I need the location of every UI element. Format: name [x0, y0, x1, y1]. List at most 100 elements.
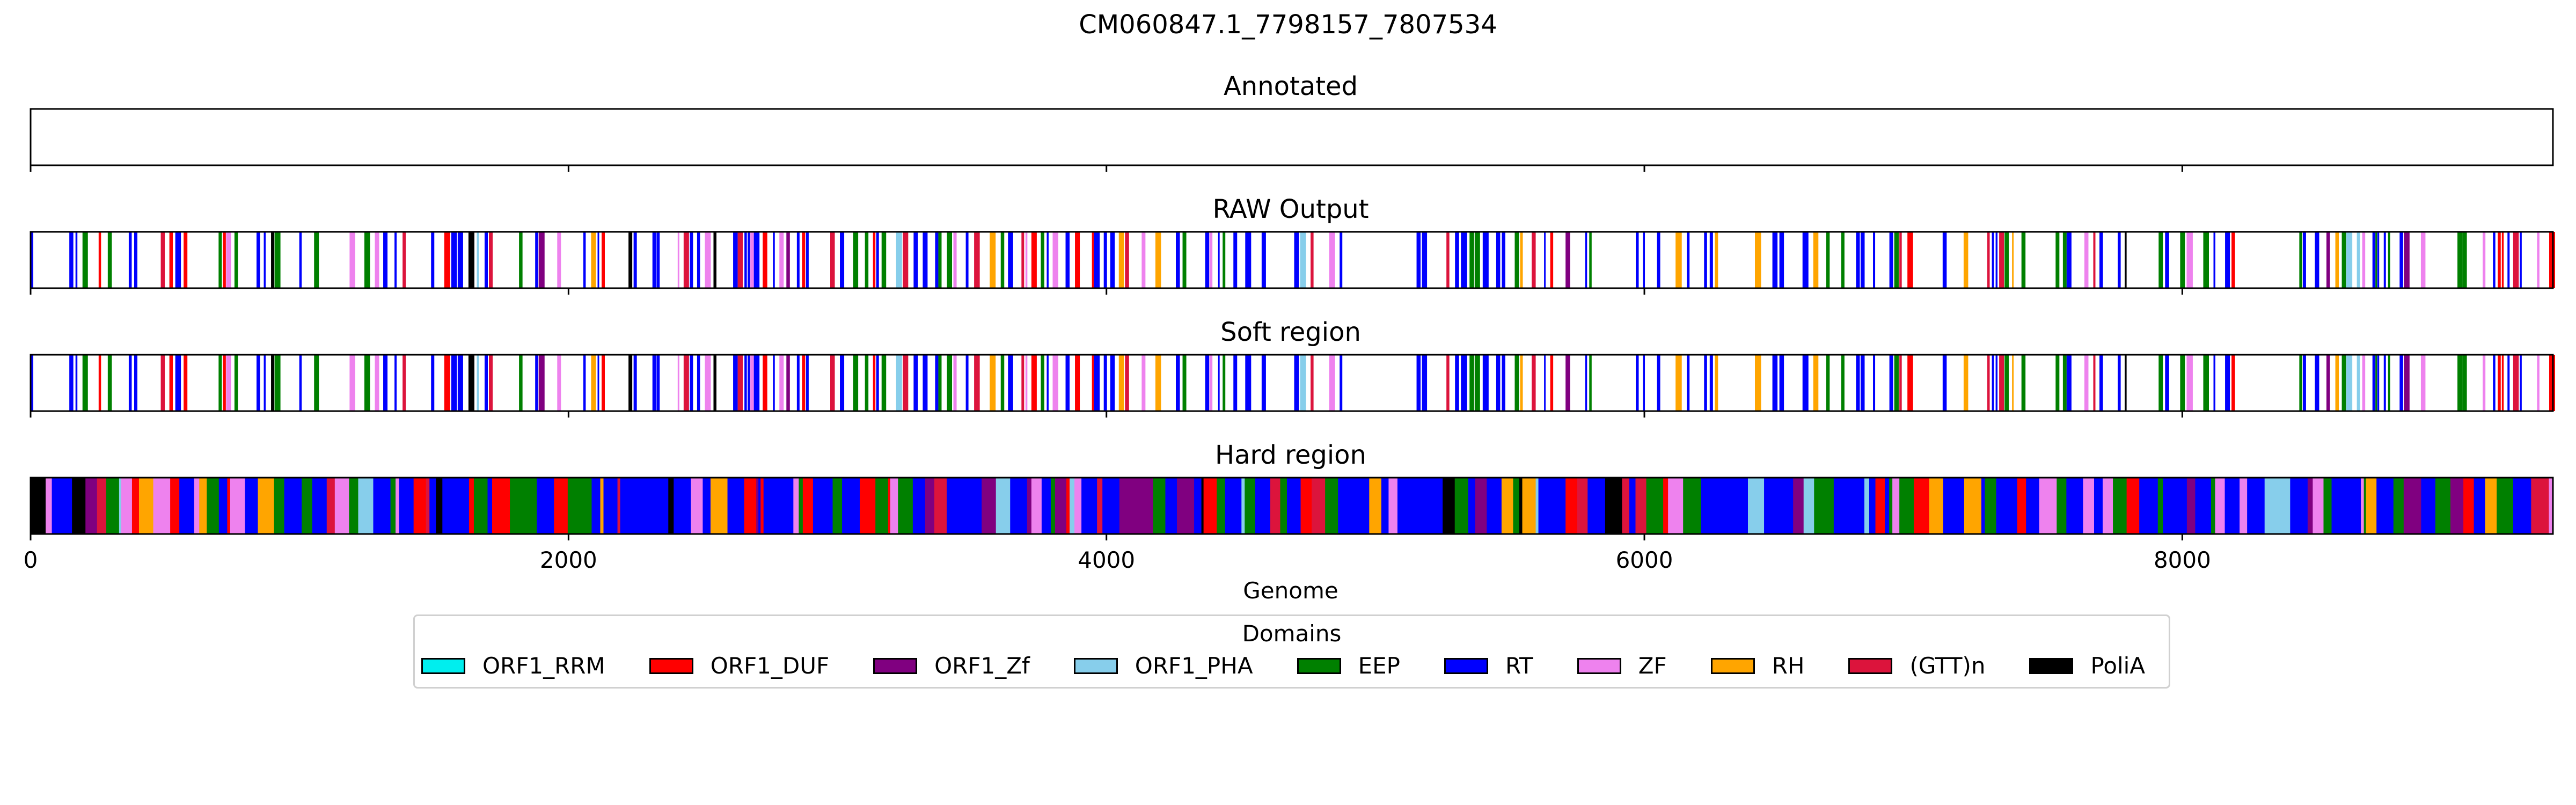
domain-segment	[230, 478, 245, 534]
domain-segment	[600, 478, 604, 534]
domain-segment	[1125, 355, 1129, 411]
domain-segment	[97, 478, 107, 534]
domain-segment	[1241, 478, 1245, 534]
domain-segment	[1065, 355, 1070, 411]
domain-segment	[2099, 232, 2103, 288]
domain-segment	[875, 478, 889, 534]
domain-segment	[1482, 232, 1489, 288]
domain-segment	[806, 355, 809, 411]
domain-segment	[402, 355, 406, 411]
domain-segment	[170, 478, 180, 534]
domain-segment	[2186, 232, 2193, 288]
domain-segment	[756, 478, 759, 534]
domain-segment	[2483, 355, 2486, 411]
domain-segment	[1075, 355, 1080, 411]
domain-segment	[748, 355, 750, 411]
domain-segment	[953, 232, 957, 288]
domain-segment	[358, 478, 374, 534]
x-axis-label: Genome	[1243, 577, 1338, 604]
domain-segment	[733, 355, 738, 411]
domain-segment	[601, 232, 605, 288]
domain-segment	[1233, 232, 1238, 288]
domain-segment	[1514, 232, 1519, 288]
domain-segment	[1802, 232, 1809, 288]
domain-segment	[779, 355, 784, 411]
domain-segment	[2084, 355, 2089, 411]
domain-segment	[1687, 355, 1690, 411]
domain-segment	[519, 355, 523, 411]
domain-segment	[2326, 232, 2330, 288]
domain-segment	[1755, 232, 1761, 288]
domain-segment	[1635, 478, 1647, 534]
domain-segment	[277, 478, 285, 534]
domain-segment	[302, 478, 313, 534]
domain-segment	[488, 232, 493, 288]
domain-segment	[2420, 355, 2426, 411]
domain-segment	[2507, 232, 2510, 288]
domain-segment	[830, 355, 835, 411]
domain-segment	[2093, 355, 2096, 411]
domain-segment	[1720, 478, 1738, 534]
domain-segment	[1502, 232, 1505, 288]
domain-segment	[888, 478, 891, 534]
domain-segment	[1907, 232, 1913, 288]
domain-segment	[705, 355, 711, 411]
domain-segment	[1737, 478, 1748, 534]
domain-segment	[128, 232, 132, 288]
domain-segment	[75, 232, 78, 288]
domain-segment	[473, 478, 482, 534]
domain-segment	[1668, 478, 1674, 534]
x-tick-label: 8000	[2154, 547, 2211, 573]
domain-segment	[1312, 478, 1326, 534]
domain-segment	[876, 355, 879, 411]
domain-segment	[2302, 355, 2306, 411]
domain-segment	[1860, 355, 1865, 411]
domain-segment	[2186, 355, 2193, 411]
domain-segment	[299, 232, 302, 288]
domain-segment	[601, 355, 605, 411]
domain-segment	[1329, 232, 1335, 288]
domain-segment	[938, 232, 942, 288]
domain-segment	[451, 355, 457, 411]
x-tick-label: 2000	[540, 547, 597, 573]
domain-segment	[617, 478, 621, 534]
domain-segment	[2463, 478, 2475, 534]
domain-segment	[1643, 232, 1645, 288]
domain-segment	[1261, 355, 1266, 411]
domain-segment	[1646, 478, 1664, 534]
domain-segment	[535, 232, 538, 288]
domain-segment	[1141, 355, 1146, 411]
domain-segment	[1605, 478, 1614, 534]
domain-segment	[218, 355, 222, 411]
domain-segment	[2341, 232, 2346, 288]
domain-segment	[2278, 478, 2290, 534]
domain-segment	[763, 478, 778, 534]
domain-segment	[1841, 355, 1845, 411]
domain-segment	[554, 478, 568, 534]
domain-segment	[1631, 478, 1636, 534]
domain-segment	[1094, 355, 1100, 411]
domain-segment	[628, 232, 633, 288]
domain-segment	[1803, 478, 1814, 534]
domain-segment	[284, 478, 302, 534]
domain-segment	[2302, 232, 2306, 288]
domain-segment	[1772, 232, 1778, 288]
legend-item: ORF1_Zf	[873, 653, 1030, 679]
domain-segment	[1055, 478, 1067, 534]
domain-segment	[1613, 478, 1622, 534]
domain-segment	[1261, 232, 1266, 288]
domain-segment	[763, 355, 767, 411]
domain-segment	[697, 355, 700, 411]
domain-segment	[1781, 478, 1794, 534]
domain-segment	[990, 232, 996, 288]
domain-segment	[690, 232, 693, 288]
domain-segment	[2498, 232, 2501, 288]
legend-label: (GTT)n	[1909, 653, 1986, 679]
domain-segment	[1899, 232, 1902, 288]
domain-segment	[1050, 478, 1056, 534]
domain-segment	[2388, 232, 2390, 288]
domain-segment	[1513, 478, 1520, 534]
domain-segment	[968, 478, 982, 534]
domain-segment	[1182, 232, 1187, 288]
domain-segment	[603, 478, 618, 534]
